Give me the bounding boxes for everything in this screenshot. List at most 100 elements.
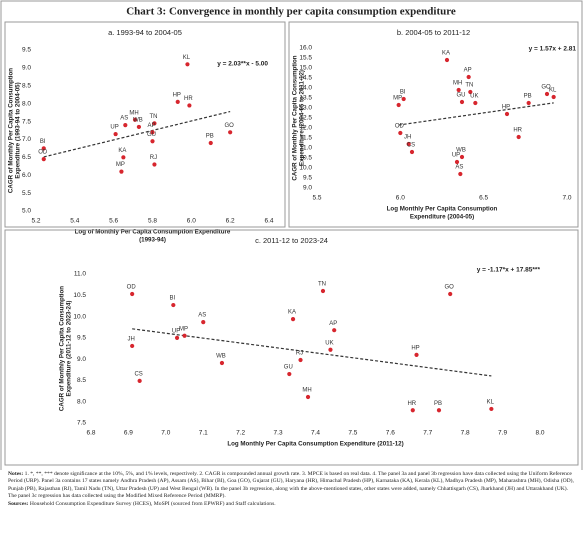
point-label: GU [147,132,156,138]
point [409,149,415,155]
point [171,302,176,308]
x-tick-label: 6.9 [124,430,133,437]
point [406,141,411,147]
y-tick-label: 15.5 [299,55,312,62]
outer-frame [0,0,583,470]
point [119,169,124,174]
equation: y = 2.03**x - 5.00 [217,61,268,68]
point-label: GO [541,85,551,91]
point-label: PB [206,134,214,140]
y-tick-label: 8.5 [77,377,86,384]
x-tick-label: 6.2 [226,218,235,225]
y-tick-label: 16.0 [299,45,312,52]
point [182,333,187,338]
x-tick-label: 5.8 [148,218,157,225]
point [150,139,155,144]
x-tick-label: 5.4 [70,218,79,225]
y-tick-label: 9.5 [303,175,312,182]
y-axis-title: Expenditure (2011-12 to 2023-24) [66,301,73,397]
x-tick-label: 8.0 [535,430,544,437]
x-axis-title: Log of Monthly Per Capita Consumption Ex… [75,229,231,236]
point-label: KL [183,55,191,61]
point-label: AS [120,116,128,122]
y-axis-title: CAGR of Monthly Per Capita Consumption [59,286,66,411]
point [175,99,180,104]
point [121,155,126,160]
point [123,123,128,128]
point [152,162,157,167]
trend-line [398,102,554,126]
point-label: UK [470,94,478,100]
panel-title: c. 2011-12 to 2023-24 [255,236,328,245]
point [448,291,453,297]
point-label: GU [284,365,293,371]
point-label: UP [452,153,460,159]
y-tick-label: 11.0 [300,145,313,152]
x-tick-label: 7.7 [423,430,432,437]
equation: y = 1.57x + 2.81 [529,46,577,53]
x-tick-label: 5.6 [109,218,118,225]
y-tick-label: 10.0 [73,313,86,320]
point-label: BI [169,296,175,302]
point [544,91,550,97]
point [456,87,461,93]
y-tick-label: 12.0 [299,125,312,132]
point-label: GO [445,285,455,291]
y-tick-label: 6.0 [22,172,31,179]
y-tick-label: 6.5 [22,154,31,161]
point [328,347,333,352]
point [298,357,303,363]
point [504,111,510,117]
y-tick-label: 10.0 [299,165,312,172]
x-tick-label: 7.1 [199,430,208,437]
y-tick-label: 7.5 [22,118,31,125]
x-axis-title: Log Monthly Per Capita Consumption Expen… [227,441,403,448]
point [398,130,403,136]
point [516,134,521,140]
point-label: HP [173,92,181,98]
sources-text: Household Consumption Expenditure Survey… [29,500,276,507]
point-label: RJ [150,155,157,161]
point [444,57,450,63]
point [185,62,190,67]
y-tick-label: 11.0 [74,271,87,278]
x-tick-label: 7.9 [498,430,507,437]
y-tick-label: 8.5 [22,82,31,89]
y-tick-label: 7.0 [22,136,31,143]
x-tick-label: 7.0 [161,430,170,437]
point [410,408,415,413]
point [41,157,46,162]
point-label: HP [411,345,419,351]
panel-frame [288,21,579,228]
y-tick-label: 8.0 [77,398,86,405]
point [459,99,465,105]
figure: Chart 3: Convergence in monthly per capi… [0,0,583,470]
point-label: BI [40,139,46,145]
point-label: MH [302,388,311,394]
point [136,124,142,130]
point [551,94,556,100]
y-tick-label: 13.5 [299,95,312,102]
sources: Sources: Household Consumption Expenditu… [8,501,575,508]
point [468,89,473,95]
point-label: UP [172,328,180,334]
point-label: MP [179,326,188,332]
y-tick-label: 7.5 [77,420,86,427]
point-label: WB [133,118,143,124]
point-label: KL [549,88,557,94]
point-label: AP [329,321,337,327]
x-tick-label: 5.2 [31,218,40,225]
point-label: CS [134,371,142,377]
point [174,335,180,340]
x-tick-label: 6.0 [396,195,405,202]
point [219,360,225,366]
point [137,378,142,383]
notes: Notes: 1. *, **, *** denote significance… [8,471,575,501]
point [473,100,478,106]
notes-text: 1. *, **, *** denote significance at the… [8,471,574,500]
point [208,140,213,146]
point-label: TN [465,83,473,89]
point [436,408,442,413]
x-tick-label: 7.3 [274,430,283,437]
